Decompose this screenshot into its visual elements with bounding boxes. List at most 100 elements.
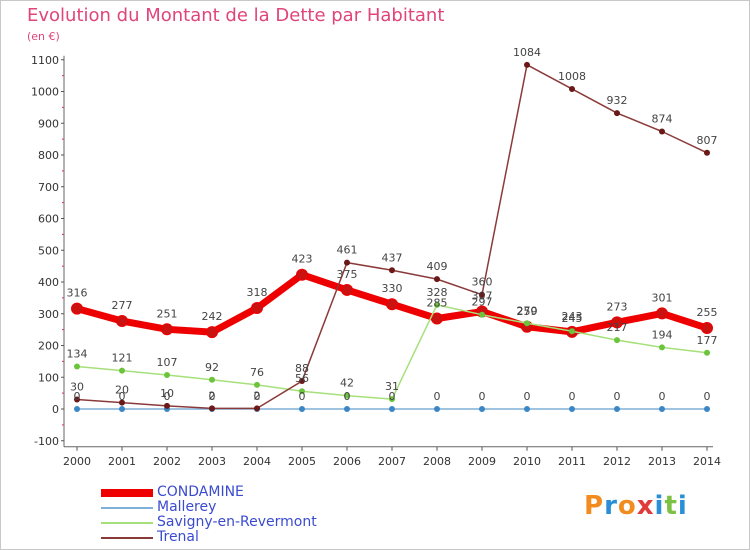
x-tick-label: 2008: [423, 455, 451, 468]
data-label: 2: [209, 389, 216, 402]
data-label: 0: [299, 390, 306, 403]
data-point: [209, 376, 215, 383]
data-point: [386, 298, 398, 311]
data-label: 217: [607, 321, 628, 334]
y-tick-label: -100: [34, 435, 59, 448]
x-tick-label: 2009: [468, 455, 496, 468]
data-label: 177: [697, 334, 718, 347]
legend-label: Mallerey: [157, 499, 217, 515]
data-label: 277: [112, 299, 133, 312]
data-point: [119, 406, 125, 412]
data-point: [389, 267, 395, 274]
data-label: 328: [427, 286, 448, 299]
data-label: 255: [697, 306, 718, 319]
data-label: 2: [254, 389, 261, 402]
data-label: 0: [434, 390, 441, 403]
data-point: [659, 128, 665, 135]
data-label: 0: [119, 390, 126, 403]
data-point: [569, 328, 575, 335]
data-point: [164, 372, 170, 379]
chart-legend: CONDAMINE Mallerey Savigny-en-Revermont Tre…: [101, 485, 317, 545]
legend-item: Trenal: [101, 530, 317, 545]
legend-label: CONDAMINE: [157, 484, 244, 500]
data-label: 1008: [558, 70, 586, 83]
data-label: 0: [614, 390, 621, 403]
proxiti-logo: Proxiti: [584, 491, 688, 521]
data-point: [74, 396, 80, 403]
data-label: 0: [659, 390, 666, 403]
data-label: 307: [472, 290, 493, 303]
legend-item: Savigny-en-Revermont: [101, 515, 317, 530]
logo-letter: r: [604, 491, 618, 521]
data-point: [479, 406, 485, 412]
data-point: [434, 301, 440, 308]
data-point: [524, 61, 530, 68]
data-label: 316: [67, 287, 88, 300]
data-point: [569, 406, 575, 412]
data-label: 259: [517, 305, 538, 318]
x-tick-label: 2007: [378, 455, 406, 468]
data-point: [209, 405, 215, 412]
data-point: [659, 344, 665, 351]
series-trenal: [74, 61, 710, 412]
y-tick-label: 0: [52, 403, 59, 416]
data-point: [611, 316, 623, 329]
x-tick-label: 2002: [153, 455, 181, 468]
data-point: [251, 302, 263, 315]
data-point: [344, 259, 350, 266]
x-tick-label: 2004: [243, 455, 271, 468]
data-label: 0: [164, 390, 171, 403]
data-point: [74, 406, 80, 412]
data-label: 194: [652, 328, 673, 341]
logo-letter: i: [677, 491, 688, 521]
legend-swatch: [101, 488, 153, 497]
data-label: 301: [652, 291, 673, 304]
x-tick-label: 2014: [693, 455, 721, 468]
y-tick-label: 900: [38, 117, 59, 130]
x-tick-label: 2005: [288, 455, 316, 468]
data-label: 1084: [513, 46, 541, 59]
legend-item: Mallerey: [101, 500, 317, 515]
data-label: 874: [652, 113, 673, 126]
data-point: [254, 381, 260, 388]
legend-swatch: [101, 536, 153, 539]
data-point: [656, 307, 668, 320]
data-point: [341, 283, 353, 296]
data-point: [164, 402, 170, 409]
data-label: 251: [157, 307, 178, 320]
y-tick-label: 100: [38, 371, 59, 384]
data-label: 0: [389, 390, 396, 403]
data-label: 20: [115, 384, 129, 397]
data-label: 134: [67, 347, 88, 360]
data-label: 0: [524, 390, 531, 403]
data-point: [74, 363, 80, 370]
data-label: 121: [112, 352, 133, 365]
legend-label: Savigny-en-Revermont: [157, 514, 317, 530]
x-tick-label: 2000: [63, 455, 91, 468]
data-label: 461: [337, 244, 358, 257]
legend-item: CONDAMINE: [101, 485, 317, 500]
data-point: [344, 392, 350, 399]
logo-letter: t: [664, 491, 678, 521]
data-point: [161, 323, 173, 336]
data-label: 0: [254, 390, 261, 403]
data-label: 273: [607, 300, 628, 313]
chart-unit-label: (en €): [27, 30, 60, 43]
y-tick-label: 700: [38, 181, 59, 194]
y-tick-label: 400: [38, 276, 59, 289]
data-label: 932: [607, 94, 628, 107]
data-label: 245: [562, 312, 583, 325]
data-point: [524, 406, 530, 412]
data-point: [524, 320, 530, 327]
data-label: 92: [205, 361, 219, 374]
data-point: [206, 326, 218, 339]
data-point: [659, 406, 665, 412]
data-point: [704, 406, 710, 412]
y-tick-label: 1000: [31, 86, 59, 99]
data-point: [254, 405, 260, 412]
data-label: 423: [292, 253, 313, 266]
data-point: [701, 322, 713, 335]
data-label: 270: [517, 304, 538, 317]
chart-title: Evolution du Montant de la Dette par Hab…: [27, 5, 445, 26]
